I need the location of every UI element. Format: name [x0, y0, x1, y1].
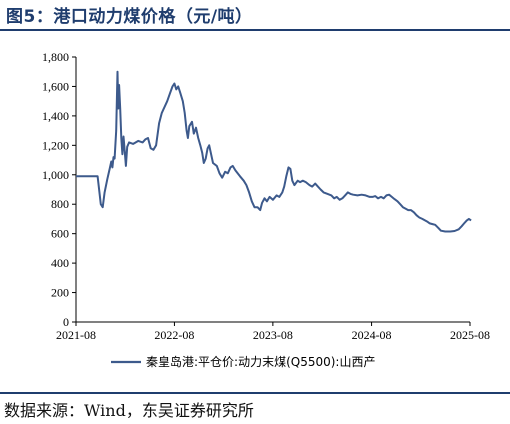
y-tick-label: 1,800 [42, 50, 69, 64]
x-tick-label: 2025-08 [450, 328, 490, 342]
y-tick-label: 400 [51, 256, 69, 270]
x-axis: 2021-08 2022-08 2023-08 2024-08 2025-08 [56, 321, 490, 342]
bottom-divider [0, 392, 510, 394]
plot-area [76, 70, 472, 233]
x-tick-label: 2024-08 [352, 328, 392, 342]
y-tick-label: 1,000 [42, 168, 69, 182]
y-tick-label: 1,200 [42, 138, 69, 152]
x-tick-label: 2023-08 [253, 328, 293, 342]
top-divider [0, 29, 510, 31]
legend-label: 秦皇岛港:平仓价:动力末煤(Q5500):山西产 [146, 354, 375, 369]
chart-title: 图5：港口动力煤价格（元/吨） [6, 7, 253, 27]
y-axis: 0 200 400 600 800 1,000 1,200 1,400 1,600 1,800 [42, 50, 77, 329]
x-tick-label: 2021-08 [56, 328, 96, 342]
y-tick-label: 1,400 [42, 109, 69, 123]
y-tick-label: 1,600 [42, 79, 69, 93]
legend: 秦皇岛港:平仓价:动力末煤(Q5500):山西产 [111, 354, 375, 369]
y-tick-label: 200 [51, 286, 69, 300]
y-tick-label: 0 [63, 315, 69, 329]
source-note: 数据来源：Wind，东吴证券研究所 [4, 401, 254, 420]
series-line [76, 70, 472, 233]
y-tick-label: 600 [51, 227, 69, 241]
x-tick-label: 2022-08 [154, 328, 194, 342]
line-chart: 0 200 400 600 800 1,000 1,200 1,400 1,600 1,800 2… [42, 50, 490, 369]
y-tick-label: 800 [51, 197, 69, 211]
